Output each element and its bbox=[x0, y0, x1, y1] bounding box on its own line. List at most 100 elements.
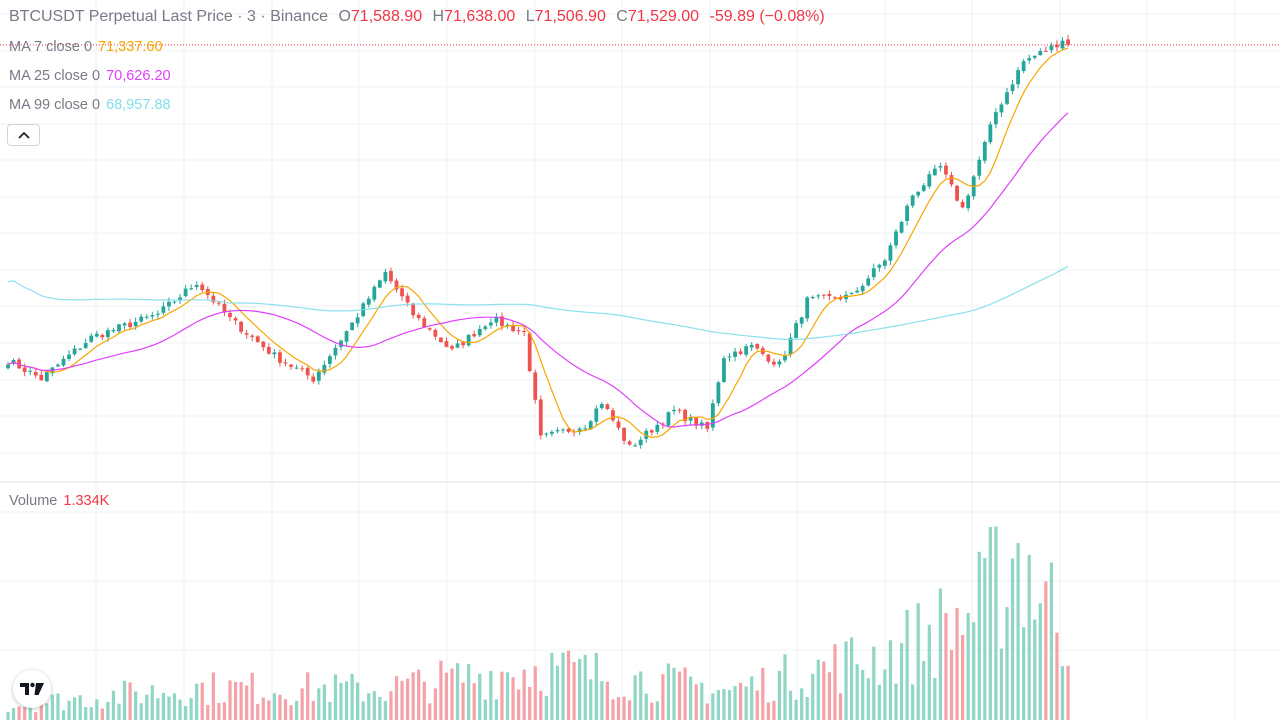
volume-bar bbox=[78, 695, 82, 720]
volume-bar bbox=[616, 697, 621, 720]
candle-body bbox=[1021, 61, 1026, 72]
volume-bar bbox=[283, 699, 288, 720]
candle-body bbox=[350, 322, 354, 330]
candle-body bbox=[899, 221, 904, 233]
candle-body bbox=[511, 325, 515, 332]
candle-body bbox=[905, 205, 909, 221]
candle-body bbox=[78, 348, 83, 350]
volume-bar bbox=[544, 695, 548, 720]
candle-body bbox=[583, 428, 588, 430]
volume-bar bbox=[961, 634, 965, 720]
volume-bar bbox=[578, 658, 582, 720]
candle-body bbox=[439, 337, 443, 343]
volume-bar bbox=[222, 702, 227, 720]
volume-bar bbox=[750, 676, 754, 720]
candle-body bbox=[738, 351, 743, 354]
volume-bar bbox=[788, 690, 793, 720]
volume-bar bbox=[300, 688, 304, 720]
candle-body bbox=[355, 317, 360, 324]
candle-body bbox=[994, 112, 998, 125]
candle-body bbox=[272, 352, 277, 355]
volume-bar bbox=[844, 641, 848, 720]
volume-bar bbox=[605, 681, 609, 720]
volume-bar bbox=[200, 682, 204, 720]
candle-body bbox=[200, 284, 205, 291]
candle-body bbox=[727, 356, 732, 358]
volume-bar bbox=[983, 558, 987, 720]
candle-body bbox=[67, 354, 71, 359]
volume-bar bbox=[583, 654, 587, 720]
volume-bar bbox=[716, 690, 720, 720]
candle-body bbox=[638, 439, 643, 446]
volume-bar bbox=[489, 670, 493, 720]
volume-bar bbox=[67, 700, 71, 720]
volume-bar bbox=[916, 603, 920, 720]
candle-body bbox=[128, 322, 132, 328]
exchange-label[interactable]: Binance bbox=[270, 8, 328, 25]
candle-body bbox=[411, 303, 416, 316]
volume-bar bbox=[478, 673, 482, 720]
open-label: O bbox=[338, 8, 351, 25]
candle-body bbox=[799, 317, 804, 324]
volume-bar bbox=[267, 700, 271, 720]
volume-bar bbox=[594, 653, 598, 720]
volume-bar bbox=[927, 624, 931, 720]
candle-body bbox=[1066, 39, 1070, 45]
volume-bar bbox=[672, 667, 676, 720]
candle-body bbox=[472, 334, 477, 337]
candle-body bbox=[794, 323, 798, 338]
chevron-up-icon bbox=[17, 131, 30, 139]
candle-body bbox=[106, 330, 110, 338]
candle-body bbox=[916, 191, 921, 196]
candle-body bbox=[250, 335, 255, 337]
candle-body bbox=[644, 430, 649, 439]
candle-body bbox=[605, 404, 610, 410]
volume-bar bbox=[406, 678, 410, 720]
volume-bar bbox=[56, 693, 60, 720]
candle-body bbox=[821, 294, 826, 296]
candle-body bbox=[533, 372, 538, 400]
ma25-legend[interactable]: MA 25 close 0 70,626.20 bbox=[9, 68, 171, 84]
volume-bar bbox=[189, 698, 193, 720]
candle-body bbox=[83, 343, 88, 348]
volume-bar bbox=[400, 680, 404, 720]
candle-body bbox=[311, 376, 316, 382]
volume-bar bbox=[328, 701, 332, 720]
candle-body bbox=[461, 342, 465, 346]
candle-body bbox=[405, 295, 410, 303]
candle-body bbox=[955, 185, 959, 201]
symbol-title[interactable]: BTCUSDT Perpetual Last Price bbox=[9, 8, 233, 25]
volume-bar bbox=[833, 644, 837, 720]
candle-body bbox=[877, 264, 882, 268]
volume-bar bbox=[1060, 666, 1065, 720]
low-value: 71,506.90 bbox=[534, 8, 606, 25]
candle-body bbox=[261, 341, 266, 348]
volume-bar bbox=[1022, 627, 1026, 720]
volume-bar bbox=[245, 685, 249, 720]
candle-body bbox=[278, 352, 282, 363]
tradingview-logo-icon[interactable] bbox=[13, 670, 51, 708]
candle-body bbox=[377, 280, 382, 288]
candle-body bbox=[183, 288, 188, 297]
collapse-legend-button[interactable] bbox=[7, 124, 40, 146]
volume-bar bbox=[422, 681, 426, 720]
interval-label[interactable]: 3 bbox=[247, 8, 256, 25]
volume-legend[interactable]: Volume 1.334K bbox=[9, 493, 109, 509]
volume-bar bbox=[428, 703, 432, 720]
candle-body bbox=[783, 355, 787, 361]
volume-bar bbox=[949, 649, 954, 720]
volume-bar bbox=[877, 684, 881, 720]
ma7-value: 71,337.60 bbox=[98, 39, 163, 55]
volume-bar bbox=[850, 637, 854, 720]
volume-bar bbox=[744, 686, 748, 720]
ma7-legend[interactable]: MA 7 close 0 71,337.60 bbox=[9, 39, 163, 55]
candle-body bbox=[172, 301, 177, 303]
ma99-legend[interactable]: MA 99 close 0 68,957.88 bbox=[9, 97, 171, 113]
volume-bar bbox=[888, 640, 893, 720]
volume-bar bbox=[1005, 607, 1009, 720]
candle-body bbox=[988, 124, 993, 143]
volume-bar bbox=[472, 683, 476, 720]
volume-bar bbox=[450, 668, 454, 720]
volume-bar bbox=[827, 672, 831, 720]
